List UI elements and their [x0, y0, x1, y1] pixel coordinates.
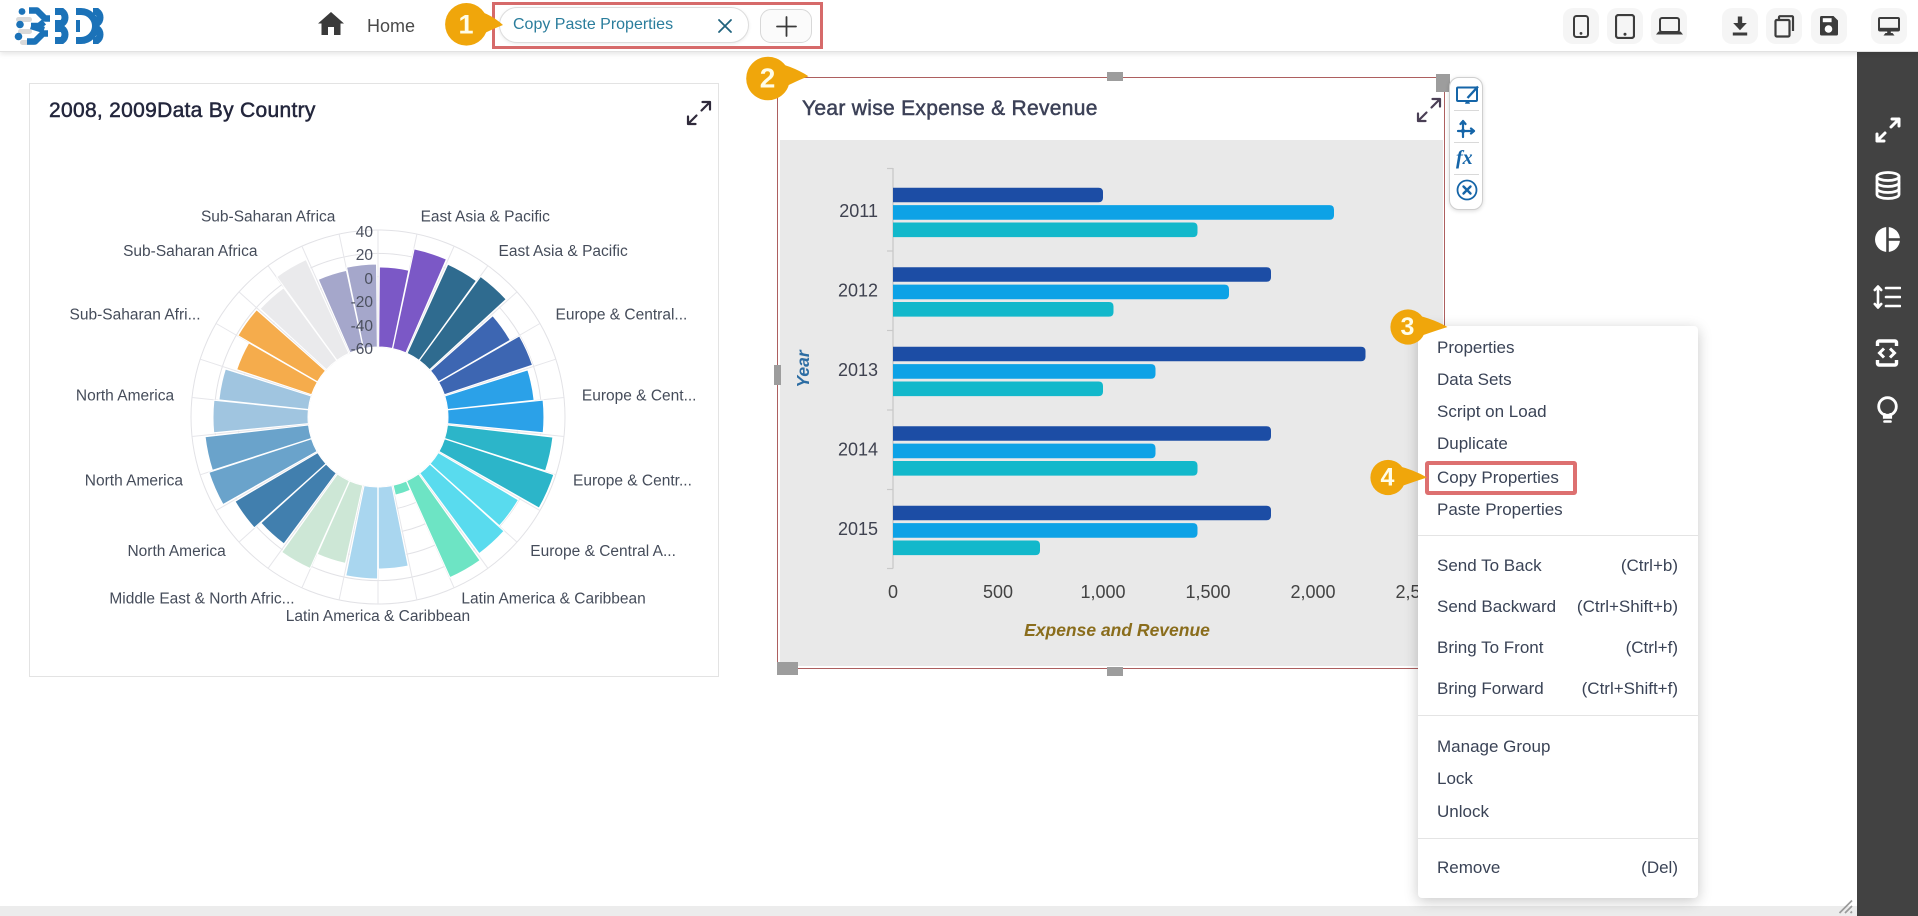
svg-text:20: 20: [356, 247, 374, 264]
svg-text:0: 0: [364, 271, 373, 288]
svg-text:2012: 2012: [838, 281, 878, 301]
svg-text:North America: North America: [85, 472, 184, 489]
svg-text:Latin America & Caribbean: Latin America & Caribbean: [461, 590, 645, 607]
svg-text:3: 3: [1401, 313, 1415, 341]
svg-text:-20: -20: [351, 294, 374, 311]
svg-text:Expense and Revenue: Expense and Revenue: [1024, 620, 1210, 640]
svg-text:Sub-Saharan Afri...: Sub-Saharan Afri...: [70, 307, 201, 324]
svg-text:0: 0: [888, 582, 898, 602]
svg-text:40: 40: [356, 224, 374, 241]
svg-text:1,000: 1,000: [1080, 582, 1125, 602]
svg-text:Year: Year: [793, 349, 813, 387]
svg-text:Sub-Saharan Africa: Sub-Saharan Africa: [201, 209, 336, 226]
svg-text:4: 4: [1381, 464, 1395, 492]
svg-text:2011: 2011: [839, 201, 878, 221]
svg-text:2: 2: [760, 63, 776, 94]
svg-text:1,500: 1,500: [1185, 582, 1230, 602]
svg-text:-40: -40: [351, 318, 374, 335]
svg-text:Latin America & Caribbean: Latin America & Caribbean: [286, 608, 470, 625]
svg-text:Europe & Central...: Europe & Central...: [556, 307, 688, 324]
svg-text:2015: 2015: [838, 519, 878, 539]
svg-text:East Asia & Pacific: East Asia & Pacific: [421, 209, 550, 226]
svg-text:-60: -60: [351, 341, 374, 358]
svg-text:Sub-Saharan Africa: Sub-Saharan Africa: [123, 243, 258, 260]
svg-text:2013: 2013: [838, 360, 878, 380]
svg-text:Middle East & North Afric...: Middle East & North Afric...: [109, 590, 294, 607]
svg-text:North America: North America: [127, 543, 226, 560]
svg-text:North America: North America: [76, 388, 175, 405]
svg-text:2,000: 2,000: [1290, 582, 1335, 602]
svg-text:East Asia & Pacific: East Asia & Pacific: [499, 243, 628, 260]
svg-text:500: 500: [983, 582, 1013, 602]
svg-text:Europe & Central A...: Europe & Central A...: [530, 543, 676, 560]
svg-text:1: 1: [458, 10, 473, 40]
svg-text:2014: 2014: [838, 440, 878, 460]
svg-text:Europe & Centr...: Europe & Centr...: [573, 472, 692, 489]
svg-text:Europe & Cent...: Europe & Cent...: [582, 388, 697, 405]
